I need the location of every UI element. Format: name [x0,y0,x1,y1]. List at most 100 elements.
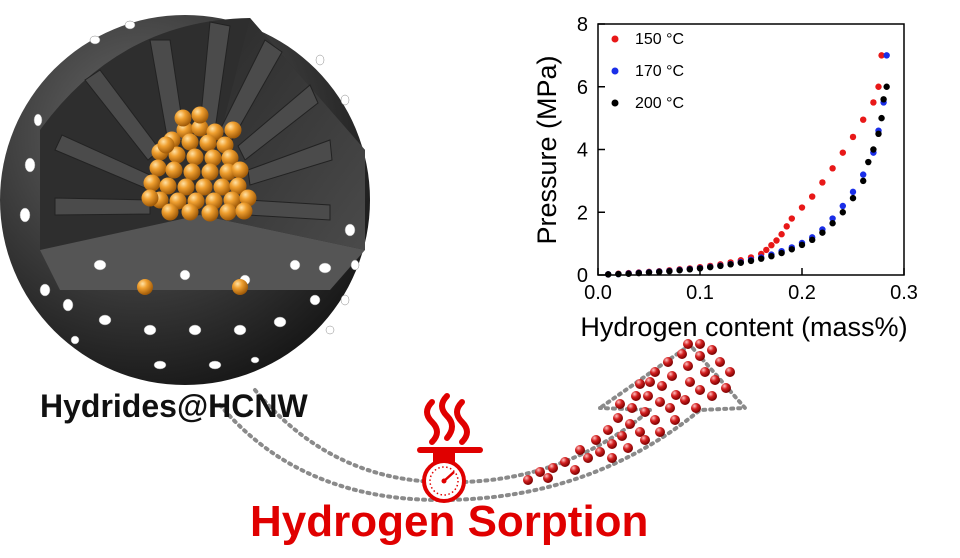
data-point-series-3 [666,268,673,275]
hydride-particle [235,202,253,220]
data-point-series-3 [875,130,882,138]
hydrogen-molecule [665,403,675,413]
hydride-particle [159,177,177,195]
plot-points [605,52,890,278]
hydrogen-molecule [657,381,667,391]
hydride-particle [174,109,192,127]
y-axis-ticks: 0 2 4 6 8 [577,14,605,287]
data-point-series-3 [717,262,724,270]
hydrogen-molecule [543,473,553,483]
data-point-series-1 [870,99,877,106]
hydride-particle [183,163,201,181]
hydrogen-molecule [667,371,677,381]
hydrogen-molecules [523,339,735,485]
hydrogen-molecule [603,425,613,435]
data-point-series-3 [878,114,885,122]
hydrogen-molecule [680,395,690,405]
loose-hydride-particle [232,279,248,295]
data-point-series-3 [798,241,806,249]
hydrogen-molecule [640,407,650,417]
hydrogen-molecule [671,390,681,400]
hydrogen-molecule [583,453,593,463]
hydrogen-molecule [645,377,655,387]
hydrogen-molecule [707,391,717,401]
legend-marker [611,99,619,107]
data-point-series-3 [778,249,785,257]
hydrogen-molecule [627,403,637,413]
data-point-series-1 [773,237,780,244]
hydride-particle [143,174,161,192]
hydrogen-molecule [691,403,701,413]
hydrogen-molecule [685,377,695,387]
data-point-series-1 [839,149,846,156]
hydrogen-molecule [607,439,617,449]
hydride-particle [186,148,204,166]
data-point-series-3 [656,268,663,276]
hydrogen-molecule [625,419,635,429]
data-point-series-2 [839,202,846,210]
y-tick-label: 2 [577,202,588,224]
x-tick-label: 0.1 [686,282,714,304]
data-point-series-3 [625,270,632,277]
data-point-series-3 [883,83,890,90]
data-point-series-3 [865,158,872,166]
legend-label: 200 °C [635,95,684,112]
hydride-particle-cluster [141,106,257,222]
data-point-series-3 [809,236,816,244]
y-tick-label: 8 [577,14,588,36]
hydrogen-molecule [655,397,665,407]
hydride-particle [201,163,219,181]
data-point-series-3 [849,194,857,202]
arrow-lower-edge [218,342,750,503]
data-point-series-1 [798,204,806,211]
data-point-series-2 [829,215,836,222]
hydrogen-molecule [643,391,653,401]
data-point-series-3 [676,267,683,274]
hydrogen-molecule [650,415,660,425]
loose-hydride-particle [137,279,153,295]
hydride-particle [191,119,209,137]
data-point-series-1 [788,215,795,222]
hydride-particle [219,203,237,221]
pressure-gauge-icon [422,452,466,503]
legend-label: 170 °C [635,63,684,80]
hydrogen-molecule [635,427,645,437]
hcnw-sphere-illustration [0,15,370,385]
hydrogen-molecule [535,467,545,477]
hydride-particle [221,149,239,167]
data-point-series-1 [778,231,785,238]
hydride-particle [231,161,249,179]
pressure-composition-chart: 0.0 0.1 0.2 0.3 0 2 4 6 8 150 °C 170 °C 200 °C Hy… [532,14,918,342]
hydrogen-molecule [560,457,570,467]
process-label: Hydrogen Sorption [250,497,649,546]
hydrogen-molecule [575,445,585,455]
hydride-particle [201,204,219,222]
hydride-particle [177,178,195,196]
hydride-particle [141,189,159,207]
sphere-cutaway-floor [40,215,365,290]
data-point-series-2 [860,171,867,178]
hydride-particle [157,136,175,154]
hydride-particle [199,134,217,152]
data-point-series-2 [849,188,857,196]
hydride-particle [216,136,234,154]
hydride-particle [161,203,179,221]
data-point-series-3 [686,266,693,273]
hydrogen-molecule [615,399,625,409]
data-point-series-1 [819,179,826,186]
data-point-series-1 [829,165,836,172]
hydrogen-molecule [623,443,633,453]
y-tick-label: 0 [577,265,588,287]
y-axis-label: Pressure (MPa) [532,55,562,244]
plot-frame [597,23,905,276]
hydrogen-molecule [710,375,720,385]
hydrogen-molecule [650,367,660,377]
material-label: Hydrides@HCNW [40,388,308,424]
x-axis-ticks: 0.0 0.1 0.2 0.3 [584,268,918,304]
hydrogen-molecule [707,345,717,355]
data-point-series-1 [809,193,816,200]
hydrogen-molecule [695,339,705,349]
y-tick-label: 4 [577,140,588,162]
hydrogen-molecule [523,475,533,485]
legend-marker [611,35,619,43]
